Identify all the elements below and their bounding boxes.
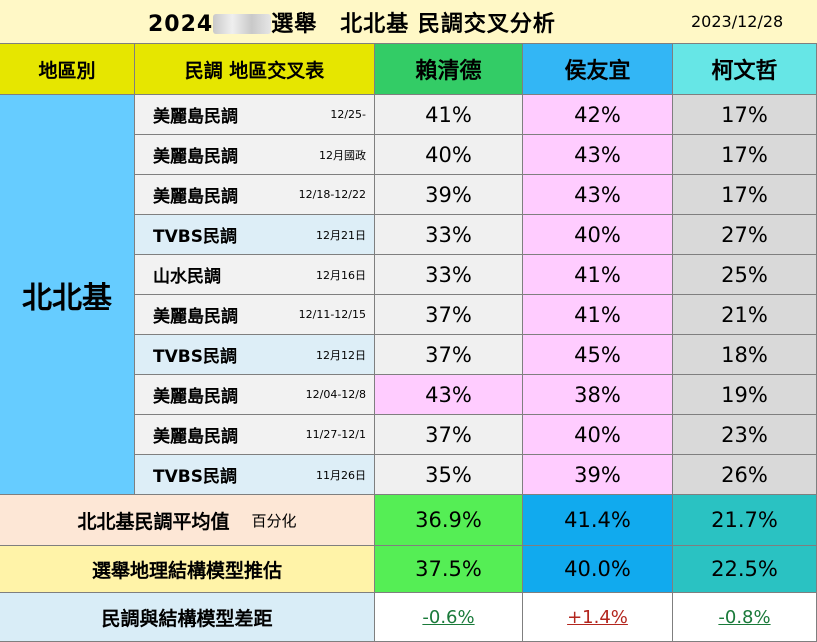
- poll-source-cell: 美麗島民調 12/25-: [135, 95, 375, 135]
- average-lai: 36.9%: [375, 495, 523, 546]
- model-lai: 37.5%: [375, 546, 523, 593]
- model-label: 選舉地理結構模型推估: [91, 559, 282, 582]
- poll-value-ko: 27%: [673, 215, 817, 255]
- poll-source-name: 美麗島民調: [153, 387, 238, 407]
- poll-source-cell: TVBS民調 12月12日: [135, 335, 375, 375]
- gap-lai: -0.6%: [375, 593, 523, 642]
- title-bar: 2024 選舉 北北基 民調交叉分析 2023/12/28: [0, 0, 817, 44]
- poll-value-lai: 33%: [375, 215, 523, 255]
- poll-date: 12月國政: [319, 148, 366, 162]
- poll-source-cell: 美麗島民調 12月國政: [135, 135, 375, 175]
- title-text: 選舉 北北基 民調交叉分析: [271, 12, 556, 37]
- poll-source-cell: 美麗島民調 12/18-12/22: [135, 175, 375, 215]
- poll-value-ko: 17%: [673, 175, 817, 215]
- poll-date: 12/11-12/15: [298, 308, 366, 321]
- gap-label-cell: 民調與結構模型差距: [0, 593, 375, 642]
- poll-source-name: 美麗島民調: [153, 187, 238, 207]
- poll-source-name: 美麗島民調: [153, 147, 238, 167]
- poll-value-ko: 26%: [673, 455, 817, 495]
- poll-value-lai: 41%: [375, 95, 523, 135]
- header-candidate-hou: 侯友宜: [523, 44, 673, 95]
- poll-date: 11月26日: [316, 468, 366, 482]
- gap-hou: +1.4%: [523, 593, 673, 642]
- poll-value-lai: 37%: [375, 295, 523, 335]
- poll-value-ko: 18%: [673, 335, 817, 375]
- poll-value-lai: 43%: [375, 375, 523, 415]
- poll-value-ko: 19%: [673, 375, 817, 415]
- blurred-redaction: [213, 14, 272, 34]
- poll-value-lai: 37%: [375, 335, 523, 375]
- gap-ko: -0.8%: [673, 593, 817, 642]
- header-table: 民調 地區交叉表: [135, 44, 375, 95]
- poll-source-cell: 山水民調 12月16日: [135, 255, 375, 295]
- poll-date: 12/04-12/8: [305, 388, 366, 401]
- model-hou: 40.0%: [523, 546, 673, 593]
- poll-date: 12月12日: [316, 348, 366, 362]
- poll-value-hou: 40%: [523, 415, 673, 455]
- average-label: 北北基民調平均值: [77, 510, 230, 533]
- poll-source-name: TVBS民調: [153, 227, 237, 247]
- poll-date: 12/18-12/22: [298, 188, 366, 201]
- header-candidate-lai: 賴清德: [375, 44, 523, 95]
- gap-label: 民調與結構模型差距: [101, 607, 273, 630]
- poll-date: 11/27-12/1: [305, 428, 366, 441]
- poll-source-cell: 美麗島民調 12/04-12/8: [135, 375, 375, 415]
- poll-source-name: 美麗島民調: [153, 427, 238, 447]
- poll-source-cell: 美麗島民調 12/11-12/15: [135, 295, 375, 335]
- poll-value-hou: 39%: [523, 455, 673, 495]
- poll-value-ko: 17%: [673, 95, 817, 135]
- poll-value-hou: 41%: [523, 295, 673, 335]
- poll-value-lai: 33%: [375, 255, 523, 295]
- poll-source-name: TVBS民調: [153, 467, 237, 487]
- poll-value-hou: 42%: [523, 95, 673, 135]
- poll-value-ko: 17%: [673, 135, 817, 175]
- average-ko: 21.7%: [673, 495, 817, 546]
- poll-value-lai: 39%: [375, 175, 523, 215]
- poll-source-name: TVBS民調: [153, 347, 237, 367]
- average-label-cell: 北北基民調平均值 百分化: [0, 495, 375, 546]
- poll-date: 12/25-: [330, 108, 366, 121]
- sheet-title: 2024 選舉 北北基 民調交叉分析: [148, 6, 556, 38]
- header-region: 地區別: [0, 44, 135, 95]
- poll-value-hou: 38%: [523, 375, 673, 415]
- poll-source-cell: TVBS民調 11月26日: [135, 455, 375, 495]
- poll-value-ko: 25%: [673, 255, 817, 295]
- sheet-date: 2023/12/28: [691, 12, 784, 31]
- poll-source-name: 山水民調: [153, 267, 221, 287]
- poll-date: 12月21日: [316, 228, 366, 242]
- poll-value-hou: 40%: [523, 215, 673, 255]
- poll-value-hou: 41%: [523, 255, 673, 295]
- average-hou: 41.4%: [523, 495, 673, 546]
- region-name: 北北基: [0, 95, 135, 495]
- poll-value-ko: 21%: [673, 295, 817, 335]
- poll-source-cell: TVBS民調 12月21日: [135, 215, 375, 255]
- poll-value-lai: 35%: [375, 455, 523, 495]
- poll-value-hou: 43%: [523, 135, 673, 175]
- poll-source-cell: 美麗島民調 11/27-12/1: [135, 415, 375, 455]
- poll-value-ko: 23%: [673, 415, 817, 455]
- model-ko: 22.5%: [673, 546, 817, 593]
- poll-source-name: 美麗島民調: [153, 107, 238, 127]
- average-note: 百分化: [251, 511, 297, 530]
- model-label-cell: 選舉地理結構模型推估: [0, 546, 375, 593]
- poll-date: 12月16日: [316, 268, 366, 282]
- poll-value-lai: 40%: [375, 135, 523, 175]
- poll-source-name: 美麗島民調: [153, 307, 238, 327]
- poll-value-hou: 43%: [523, 175, 673, 215]
- poll-value-lai: 37%: [375, 415, 523, 455]
- header-candidate-ko: 柯文哲: [673, 44, 817, 95]
- title-year: 2024: [148, 12, 214, 37]
- poll-value-hou: 45%: [523, 335, 673, 375]
